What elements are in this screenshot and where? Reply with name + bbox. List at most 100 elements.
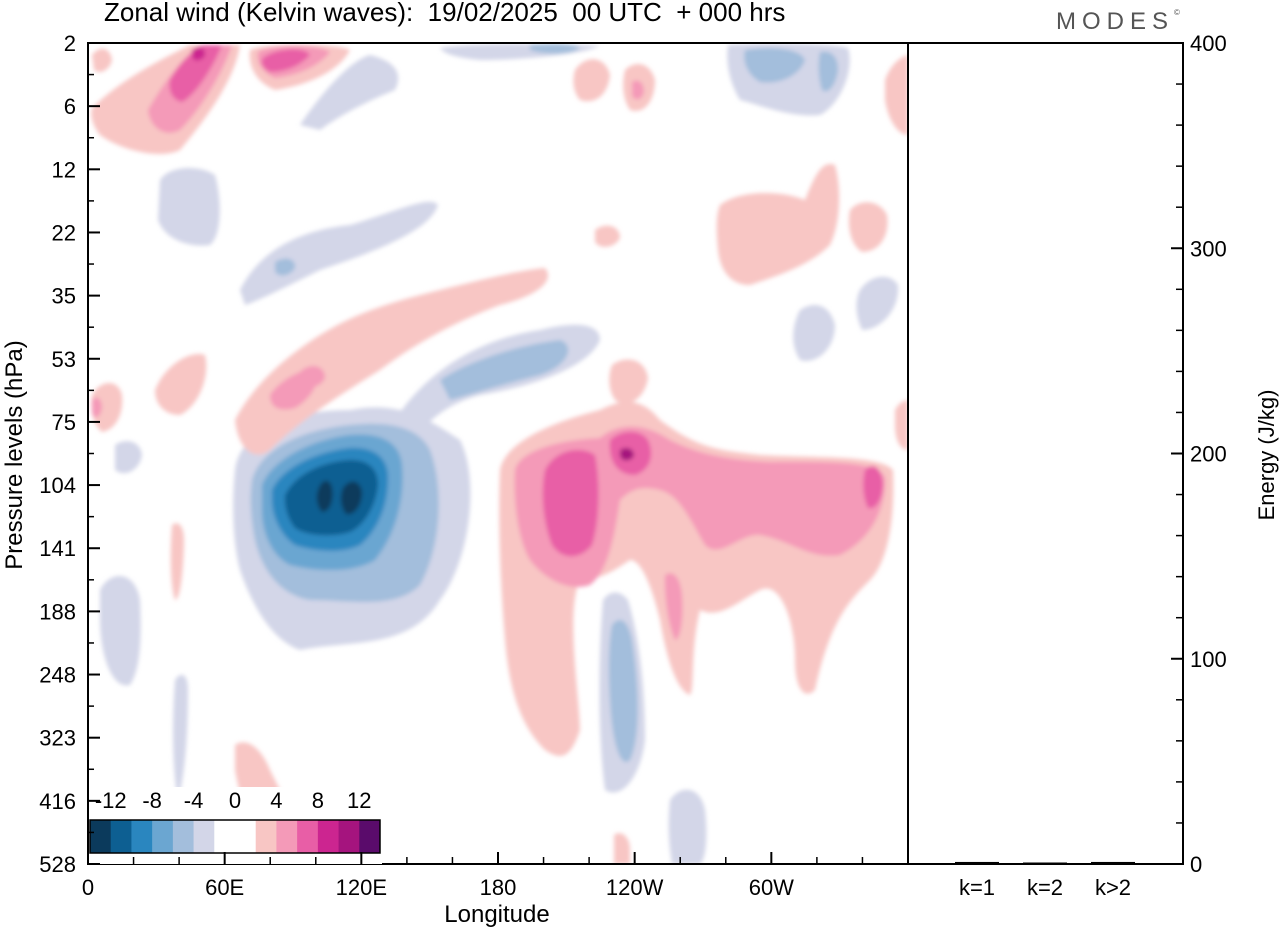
contour-neg-4-region bbox=[100, 576, 141, 686]
y-axis-label: Pressure levels (hPa) bbox=[1, 340, 28, 569]
colorbar-swatch bbox=[235, 820, 257, 853]
colorbar-swatch bbox=[255, 820, 277, 853]
contour-pos-8-region bbox=[261, 49, 310, 72]
energy-axis-label: Energy (J/kg) bbox=[1254, 390, 1279, 521]
contour-neg-14-region bbox=[316, 480, 333, 512]
colorbar-swatch bbox=[172, 820, 195, 853]
y-tick-label: 75 bbox=[52, 410, 76, 435]
contour-pos-8-region bbox=[863, 466, 883, 509]
contour-pos-4-region bbox=[170, 523, 185, 600]
chart-title: Zonal wind (Kelvin waves): 19/02/2025 00… bbox=[104, 0, 786, 27]
contour-neg-6-region bbox=[530, 43, 580, 54]
contour-pos-4-region bbox=[595, 225, 620, 247]
contour-neg-4-region bbox=[158, 168, 220, 246]
contour-neg-4-region bbox=[856, 276, 899, 330]
colorbar-label: 12 bbox=[347, 788, 371, 813]
colorbar-swatch bbox=[338, 820, 360, 853]
y-tick-label: 35 bbox=[52, 284, 76, 309]
contour-neg-6-region bbox=[818, 51, 838, 92]
colorbar-outline bbox=[89, 819, 381, 854]
colorbar-label: -8 bbox=[142, 788, 162, 813]
energy-category-label: k=2 bbox=[1027, 875, 1063, 900]
contour-pos-6-region bbox=[514, 426, 886, 588]
y-tick-label: 248 bbox=[39, 663, 76, 688]
colorbar-swatch bbox=[317, 820, 340, 853]
contour-neg-4-region bbox=[300, 55, 399, 130]
y-tick-label: 53 bbox=[52, 347, 76, 372]
x-tick-label: 180 bbox=[480, 875, 517, 900]
contour-pos-6-region bbox=[300, 366, 325, 387]
y-tick-label: 22 bbox=[52, 220, 76, 245]
contour-pos-4-region bbox=[92, 48, 112, 72]
pressure-axis: 2 6 12 22 35 53 75 104 141 188 248 323 416 528 bbox=[39, 31, 100, 877]
contour-neg-4-region bbox=[668, 789, 707, 864]
colorbar-label: 4 bbox=[270, 788, 282, 813]
contour-field bbox=[88, 43, 908, 864]
energy-axis: 0 100 200 300 400 bbox=[1171, 31, 1227, 877]
y-tick-label: 104 bbox=[39, 473, 76, 498]
contour-neg-6-region bbox=[608, 620, 638, 762]
longitude-axis: 0 60E 120E 180 120W 60W bbox=[82, 852, 864, 900]
contour-pos-4-region bbox=[885, 55, 908, 135]
colorbar-swatch bbox=[297, 820, 319, 853]
energy-bar bbox=[1091, 861, 1135, 864]
contour-neg-6-region bbox=[275, 258, 296, 276]
colorbar-labels: -12 -8 -4 0 4 8 12 bbox=[95, 788, 372, 813]
contour-neg-6-region bbox=[440, 340, 569, 400]
colorbar-label: -12 bbox=[95, 788, 127, 813]
colorbar-swatches bbox=[89, 819, 381, 854]
colorbar-swatch bbox=[131, 820, 153, 853]
x-tick-label: 60E bbox=[205, 875, 244, 900]
contour-neg-4-region bbox=[115, 441, 142, 474]
contour-pos-4-region bbox=[895, 400, 908, 450]
colorbar-swatch bbox=[152, 820, 174, 853]
energy-tick-label: 400 bbox=[1190, 31, 1227, 56]
colorbar-swatch bbox=[359, 820, 381, 853]
y-tick-label: 323 bbox=[39, 726, 76, 751]
energy-category-label: k=1 bbox=[959, 875, 995, 900]
energy-bar bbox=[1023, 862, 1067, 864]
energy-tick-label: 0 bbox=[1190, 852, 1202, 877]
energy-bars: k=1 k=2 k>2 bbox=[955, 861, 1135, 900]
y-tick-label: 188 bbox=[39, 599, 76, 624]
colorbar-label: 0 bbox=[229, 788, 241, 813]
contour-pos-6-region bbox=[664, 573, 683, 640]
x-tick-label: 60W bbox=[749, 875, 794, 900]
y-tick-label: 528 bbox=[39, 852, 76, 877]
contour-neg-4-region bbox=[240, 201, 438, 305]
colorbar-swatch bbox=[110, 820, 132, 853]
contour-pos-4-region bbox=[716, 164, 840, 285]
y-tick-label: 2 bbox=[64, 31, 76, 56]
energy-tick-label: 200 bbox=[1190, 442, 1227, 467]
contour-pos-4-region bbox=[155, 354, 207, 415]
energy-panel-frame bbox=[907, 42, 1184, 865]
contour-neg-4-region bbox=[793, 305, 835, 361]
colorbar-label: 8 bbox=[312, 788, 324, 813]
contour-pos-8-region bbox=[542, 450, 599, 557]
y-tick-label: 416 bbox=[39, 789, 76, 814]
contour-pos-4-region bbox=[609, 359, 648, 404]
contour-pos-4-region bbox=[848, 202, 888, 252]
energy-category-label: k>2 bbox=[1095, 875, 1131, 900]
energy-tick-label: 300 bbox=[1190, 236, 1227, 261]
contour-pos-12-region bbox=[620, 448, 634, 461]
contour-pos-6-region bbox=[632, 80, 644, 100]
colorbar-swatch bbox=[90, 820, 112, 853]
x-tick-label: 120E bbox=[336, 875, 387, 900]
colorbar-swatch bbox=[214, 820, 236, 853]
contour-neg-4-region bbox=[173, 674, 188, 800]
energy-bar bbox=[955, 861, 999, 864]
contour-neg-6-region bbox=[744, 48, 805, 83]
y-tick-label: 6 bbox=[64, 94, 76, 119]
contour-pos-4-region bbox=[235, 268, 548, 455]
modes-logo: MODES© bbox=[1056, 8, 1180, 35]
colorbar-label: -4 bbox=[184, 788, 204, 813]
colorbar-swatch bbox=[276, 820, 298, 853]
contour-neg-14-region bbox=[341, 481, 362, 515]
contour-pos-10-region bbox=[192, 47, 206, 61]
contour-pos-4-region bbox=[614, 833, 630, 864]
colorbar: -12 -8 -4 0 4 8 12 bbox=[89, 787, 382, 864]
energy-tick-label: 100 bbox=[1190, 647, 1227, 672]
x-tick-label: 120W bbox=[606, 875, 664, 900]
